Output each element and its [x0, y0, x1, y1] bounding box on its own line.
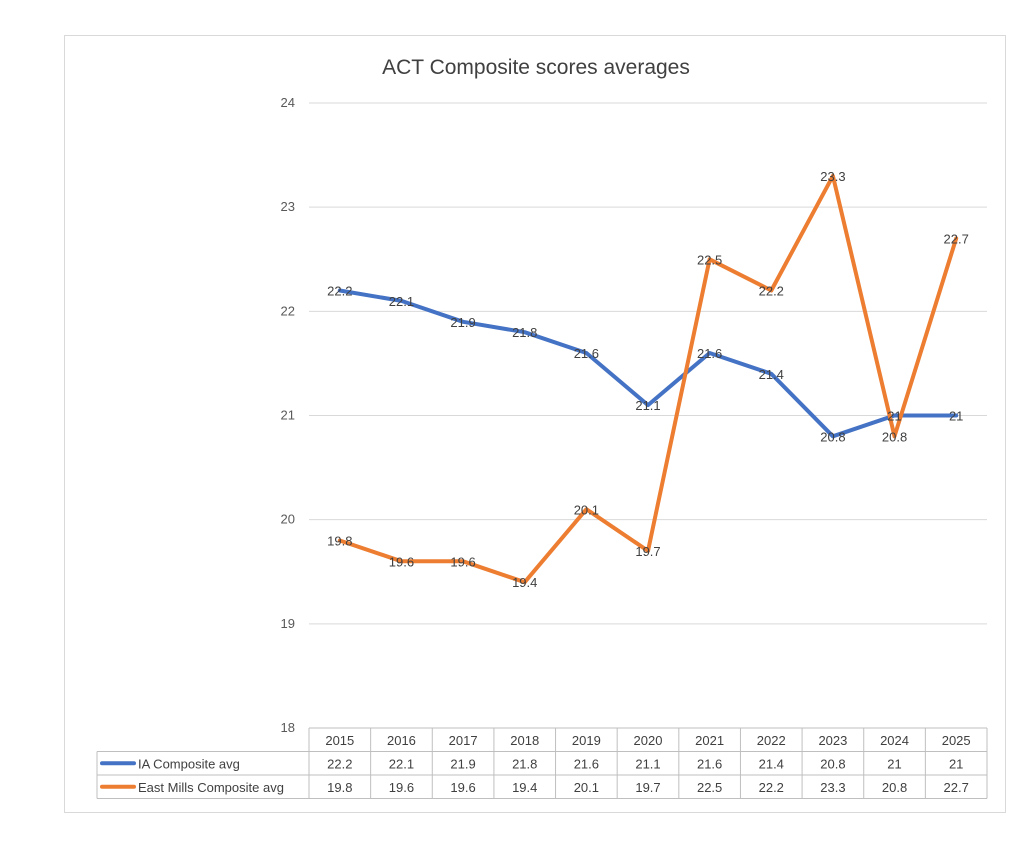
table-cell: 22.5 [697, 780, 722, 795]
x-tick-label: 2022 [757, 733, 786, 748]
table-cell: 20.8 [820, 756, 845, 771]
x-tick-label: 2023 [818, 733, 847, 748]
table-cell: 19.6 [389, 780, 414, 795]
table-cell: 21 [949, 756, 963, 771]
chart-title: ACT Composite scores averages [382, 56, 690, 79]
data-label: 21.6 [697, 346, 722, 361]
y-tick-label: 20 [281, 512, 295, 527]
data-label: 21 [949, 409, 963, 424]
data-label: 22.2 [759, 284, 784, 299]
table-cell: 19.7 [635, 780, 660, 795]
data-label: 19.7 [635, 544, 660, 559]
table-cell: 21.4 [759, 756, 784, 771]
y-tick-label: 24 [281, 95, 295, 110]
data-label: 20.8 [882, 429, 907, 444]
table-cell: 20.8 [882, 780, 907, 795]
legend-label: IA Composite avg [138, 756, 240, 771]
table-cell: 22.2 [759, 780, 784, 795]
y-tick-label: 18 [281, 720, 295, 735]
table-cell: 21.6 [697, 756, 722, 771]
table-cell: 22.2 [327, 756, 352, 771]
data-label: 22.5 [697, 252, 722, 267]
table-cell: 21.9 [450, 756, 475, 771]
data-label: 21.1 [635, 398, 660, 413]
table-cell: 21.1 [635, 756, 660, 771]
table-cell: 19.4 [512, 780, 537, 795]
series-line [337, 173, 959, 585]
table-cell: 21 [887, 756, 901, 771]
table-cell: 23.3 [820, 780, 845, 795]
table-cell: 21.6 [574, 756, 599, 771]
data-label: 21.6 [574, 346, 599, 361]
series-lines [337, 173, 959, 585]
series-line [337, 288, 959, 439]
chart-frame: ACT Composite scores averages 18 19 20 21 22… [64, 35, 1006, 813]
table-cell: 19.6 [450, 780, 475, 795]
x-tick-label: 2020 [634, 733, 663, 748]
x-tick-label: 2019 [572, 733, 601, 748]
data-label: 22.1 [389, 294, 414, 309]
data-label: 23.3 [820, 169, 845, 184]
x-tick-label: 2024 [880, 733, 909, 748]
y-tick-label: 19 [281, 616, 295, 631]
legend-label: East Mills Composite avg [138, 780, 284, 795]
x-tick-label: 2017 [449, 733, 478, 748]
table-cell: 22.1 [389, 756, 414, 771]
y-tick-label: 22 [281, 303, 295, 318]
data-label: 19.6 [389, 554, 414, 569]
gridlines [309, 102, 987, 625]
x-tick-label: 2021 [695, 733, 724, 748]
data-label: 19.8 [327, 534, 352, 549]
table-cell: 20.1 [574, 780, 599, 795]
x-tick-label: 2015 [325, 733, 354, 748]
data-label: 19.4 [512, 575, 537, 590]
data-table: 2015 2016 2017 2018 2019 2020 2021 2022 2023 2024… [96, 727, 988, 799]
data-label: 22.7 [944, 231, 969, 246]
y-tick-label: 23 [281, 199, 295, 214]
x-tick-label: 2016 [387, 733, 416, 748]
data-label: 21.4 [759, 367, 784, 382]
data-label: 20.8 [820, 429, 845, 444]
data-label: 22.2 [327, 284, 352, 299]
y-tick-label: 21 [281, 408, 295, 423]
x-tick-label: 2018 [510, 733, 539, 748]
data-label: 21.9 [450, 315, 475, 330]
x-tick-label: 2025 [942, 733, 971, 748]
table-cell: 22.7 [944, 780, 969, 795]
line-chart: ACT Composite scores averages 1819202122… [96, 56, 988, 799]
data-label: 21 [887, 409, 901, 424]
data-label: 20.1 [574, 502, 599, 517]
y-axis-ticks: 18 19 20 21 22 23 24 [281, 95, 295, 735]
table-cell: 21.8 [512, 756, 537, 771]
data-labels: 22.2 22.1 21.9 21.8 21.6 21.1 21.6 21.4 20.8 21 21… [327, 169, 969, 590]
table-cell: 19.8 [327, 780, 352, 795]
data-label: 21.8 [512, 325, 537, 340]
data-label: 19.6 [450, 554, 475, 569]
